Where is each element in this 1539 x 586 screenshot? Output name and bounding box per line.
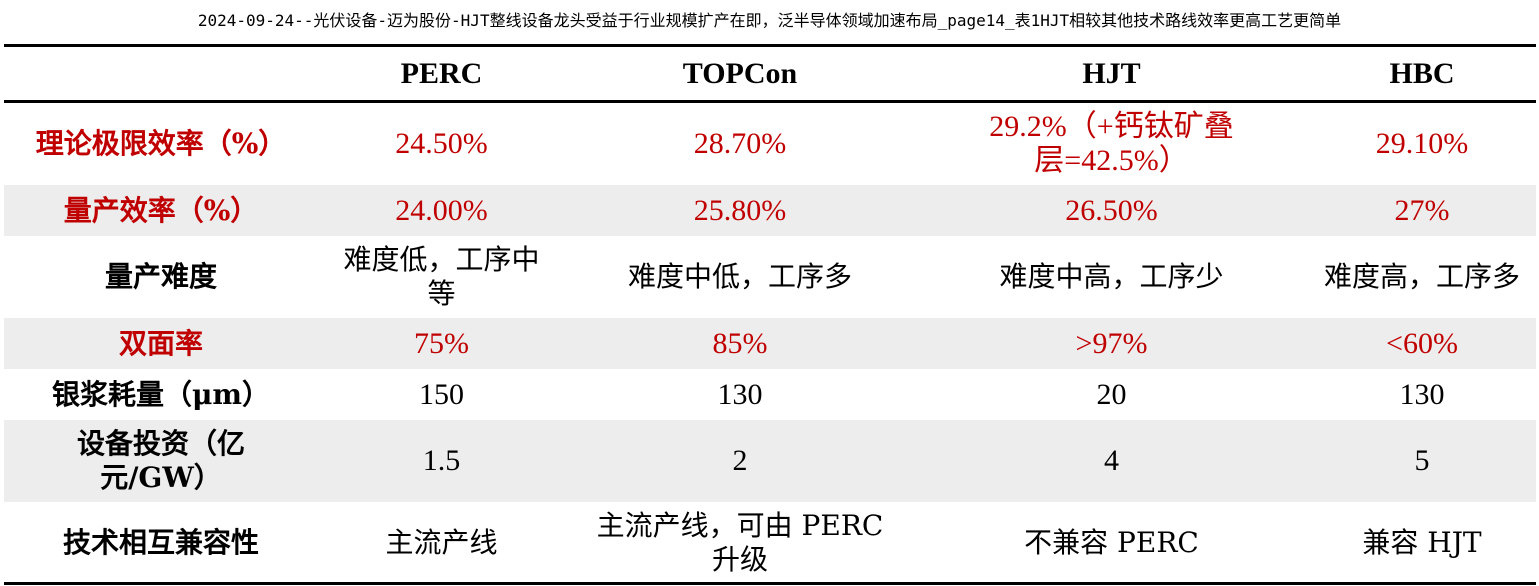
table-cell: 75%: [414, 326, 469, 360]
table-row: 设备投资（亿元/GW） 1.5 2 4 5: [4, 420, 1536, 502]
table-cell: 兼容 HJT: [1362, 525, 1482, 559]
table-cell: 24.50%: [395, 127, 488, 160]
header-hbc: HBC: [1389, 57, 1455, 90]
table-cell: 主流产线，可由 PERC 升级: [596, 508, 884, 576]
header-rule: [4, 100, 1536, 103]
table-cell: 难度低，工序中等: [343, 243, 540, 310]
table-top-rule: [4, 44, 1536, 47]
header-perc: PERC: [400, 57, 483, 90]
table-cell: >97%: [1075, 326, 1148, 360]
table-cell: 29.10%: [1375, 127, 1469, 160]
table-cell: 130: [717, 377, 763, 411]
table-row: 银浆耗量（μm） 150 130 20 130: [4, 369, 1536, 420]
table-row: 理论极限效率（%） 24.50% 28.70% 29.2%（+钙钛矿叠层=42.…: [4, 103, 1536, 185]
row-label: 技术相互兼容性: [62, 525, 259, 559]
table-cell: 4: [1104, 444, 1119, 477]
table-cell: 25.80%: [693, 193, 787, 227]
table-cell: 难度中低，工序多: [627, 260, 852, 293]
row-label: 双面率: [118, 326, 203, 360]
table-row: 技术相互兼容性 主流产线 主流产线，可由 PERC 升级 不兼容 PERC 兼容…: [4, 502, 1536, 583]
page-title: 2024-09-24--光伏设备-迈为股份-HJT整线设备龙头受益于行业规模扩产…: [197, 11, 1342, 30]
table-cell: 26.50%: [1065, 193, 1158, 227]
table-header-row: PERC TOPCon HJT HBC: [4, 47, 1536, 101]
table-cell: 24.00%: [395, 193, 488, 227]
row-label: 量产效率（%）: [63, 193, 259, 227]
table-cell: 5: [1414, 444, 1430, 477]
table-cell: 28.70%: [693, 127, 787, 160]
table-cell: 2: [732, 444, 748, 477]
table-cell: 难度中高，工序少: [999, 260, 1224, 293]
table-cell: 150: [419, 377, 464, 411]
table-row: 双面率 75% 85% >97% <60%: [4, 318, 1536, 369]
table-cell: 27%: [1394, 193, 1450, 227]
table-cell: 难度高，工序多: [1323, 260, 1520, 293]
table-cell: 1.5: [422, 444, 461, 477]
table-row: 量产效率（%） 24.00% 25.80% 26.50% 27%: [4, 185, 1536, 236]
table-cell: 20: [1096, 377, 1127, 411]
table-cell: 29.2%（+钙钛矿叠层=42.5%）: [989, 110, 1234, 177]
row-label: 量产难度: [104, 260, 217, 293]
table-cell: 130: [1399, 377, 1445, 411]
table-cell: 主流产线: [385, 525, 498, 559]
table-bottom-rule: [4, 582, 1536, 585]
header-corner: [4, 47, 318, 101]
table-row: 量产难度 难度低，工序中等 难度中低，工序多 难度中高，工序少 难度高，工序多: [4, 236, 1536, 318]
header-hjt: HJT: [1082, 57, 1141, 90]
table-cell: 不兼容 PERC: [1024, 525, 1199, 559]
row-label: 理论极限效率（%）: [35, 127, 287, 160]
table-cell: 85%: [712, 326, 768, 360]
row-label: 设备投资（亿元/GW）: [76, 427, 245, 494]
table-cell: <60%: [1386, 326, 1458, 360]
header-topcon: TOPCon: [682, 57, 798, 90]
row-label: 银浆耗量（μm）: [51, 377, 271, 411]
